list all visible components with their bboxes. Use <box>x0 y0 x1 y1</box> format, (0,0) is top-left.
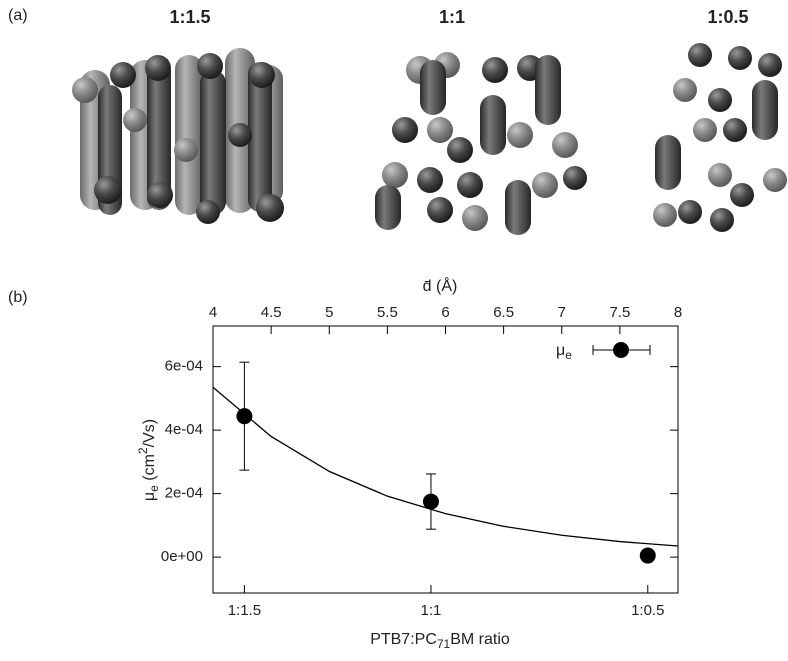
legend-label: μe <box>556 342 572 362</box>
structure-title: 1:1 <box>439 7 465 27</box>
point <box>236 408 253 425</box>
point <box>639 547 656 564</box>
x2-tick-label: 4.5 <box>261 304 282 321</box>
x-tick-label: 1:1 <box>421 602 442 619</box>
x2-tick-label: 8 <box>674 304 682 321</box>
structure-title: 1:1.5 <box>169 7 210 27</box>
structure-title: 1:0.5 <box>707 7 748 27</box>
x-tick-label: 1:1.5 <box>228 602 261 619</box>
y-tick-label: 2e-04 <box>165 485 203 502</box>
panel-label: (b) <box>8 289 28 306</box>
x2-tick-label: 6.5 <box>493 304 514 321</box>
x2-tick-label: 7.5 <box>609 304 630 321</box>
x-axis-label: PTB7:PC71BM ratio <box>370 631 510 651</box>
x-tick-label: 1:0.5 <box>631 602 664 619</box>
x2-tick-label: 7 <box>558 304 566 321</box>
point <box>422 493 439 510</box>
x2-axis-label: d̄ (Å) <box>423 276 458 295</box>
y-tick-label: 6e-04 <box>165 358 203 375</box>
plot-frame <box>212 325 679 594</box>
x2-tick-label: 5 <box>325 304 333 321</box>
y-tick-label: 0e+00 <box>161 548 203 565</box>
x2-tick-label: 4 <box>209 304 217 321</box>
panel-label: (a) <box>8 7 28 24</box>
x2-tick-label: 5.5 <box>377 304 398 321</box>
y-axis-label: μe (cm2/Vs) <box>136 419 161 501</box>
y-tick-label: 4e-04 <box>165 421 203 438</box>
structure-render <box>72 43 787 235</box>
legend-symbol <box>592 342 651 358</box>
x2-tick-label: 6 <box>441 304 449 321</box>
fit-line <box>212 386 679 547</box>
